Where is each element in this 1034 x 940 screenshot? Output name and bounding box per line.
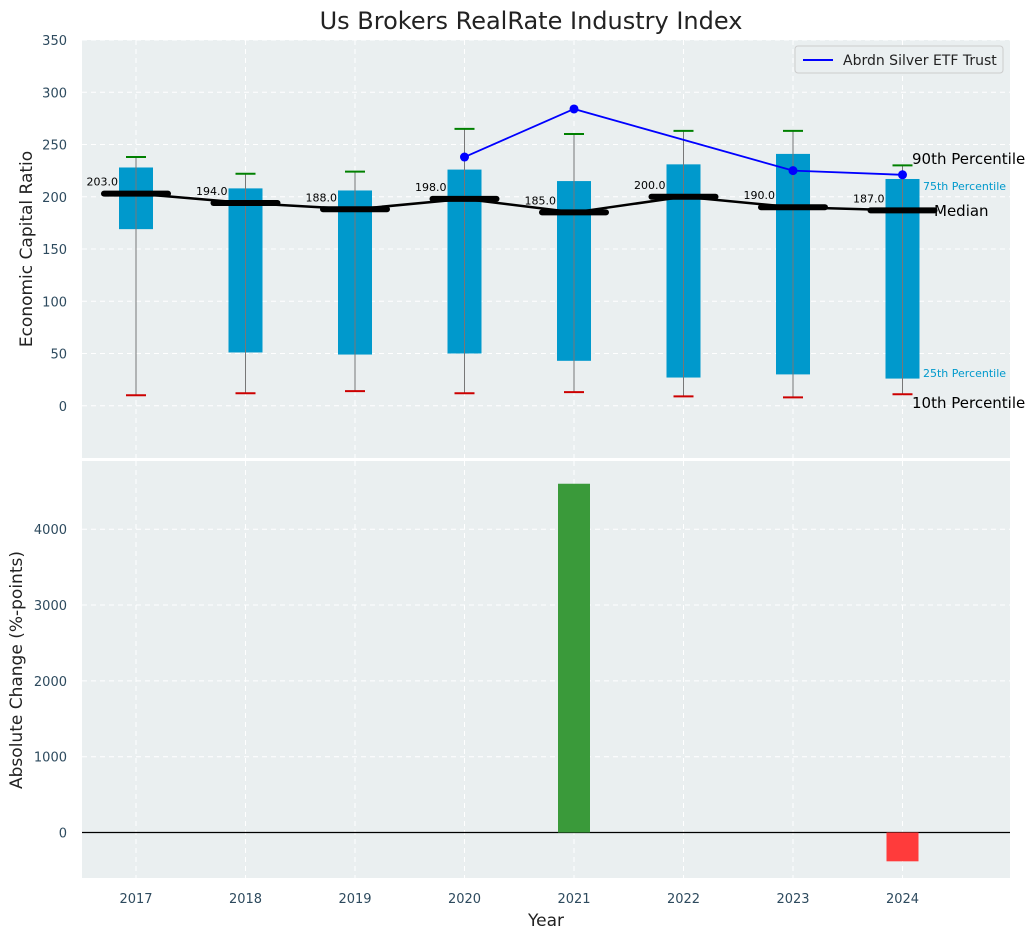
change-bar [886,832,919,862]
chart-title: Us Brokers RealRate Industry Index [320,7,743,35]
x-tick-label: 2017 [119,892,152,907]
top-y-tick-label: 0 [59,400,67,415]
top-y-tick-label: 250 [42,139,67,154]
top-y-axis-label: Economic Capital Ratio [17,151,37,347]
series-point [460,152,469,162]
median-value-label: 198.0 [415,181,447,194]
top-y-tick-label: 50 [50,348,67,363]
bottom-panel-background [82,461,1010,878]
annotation-25th: 25th Percentile [923,367,1006,380]
median-value-label: 185.0 [525,194,557,207]
bottom-y-tick-label: 2000 [34,675,67,690]
change-bar [558,483,590,833]
annotation-10th: 10th Percentile [912,394,1025,412]
median-value-label: 190.0 [744,189,776,202]
top-y-tick-label: 100 [42,295,67,310]
series-point [788,166,798,176]
series-point [569,104,579,114]
legend-box [794,45,1004,74]
median-value-label: 194.0 [196,185,228,198]
bottom-y-tick-label: 4000 [34,523,67,538]
top-y-tick-label: 200 [42,191,67,206]
x-axis-label: Year [527,911,564,931]
top-y-tick-label: 300 [42,86,67,101]
median-value-label: 188.0 [306,191,338,204]
bottom-y-tick-label: 0 [59,827,67,842]
top-y-tick-labels: 0 50 100 150 200 250 300 350 [42,34,67,415]
legend: Abrdn Silver ETF Trust [794,45,1004,74]
x-tick-label: 2020 [448,892,481,907]
series-line [464,108,903,176]
series-point [898,170,907,180]
top-y-tick-label: 350 [42,34,67,49]
x-tick-label: 2021 [557,892,590,907]
annotation-median: Median [934,202,989,220]
x-tick-label: 2019 [338,892,371,907]
top-y-tick-label: 150 [42,243,67,258]
x-tick-label: 2024 [886,892,919,907]
x-tick-label: 2022 [667,892,700,907]
top-marks: 203.0 194.0 188.0 198.0 185.0 200.0 190.0 187.0 [87,104,938,399]
bottom-y-tick-label: 3000 [34,599,67,614]
x-tick-label: 2023 [776,892,809,907]
median-value-label: 203.0 [87,176,119,189]
annotation-75th: 75th Percentile [923,180,1006,193]
bottom-y-tick-labels: 0 1000 2000 3000 4000 [34,523,67,841]
median-value-label: 187.0 [853,192,885,205]
bottom-y-axis-label: Absolute Change (%-points) [7,551,27,789]
bottom-y-tick-label: 1000 [34,751,67,766]
x-tick-label: 2018 [229,892,262,907]
median-value-label: 200.0 [634,179,666,192]
x-tick-labels: 2017 2018 2019 2020 2021 2022 2023 2024 [119,892,919,907]
annotation-90th: 90th Percentile [912,150,1025,168]
bottom-marks [82,483,1010,862]
legend-label: Abrdn Silver ETF Trust [843,53,997,69]
